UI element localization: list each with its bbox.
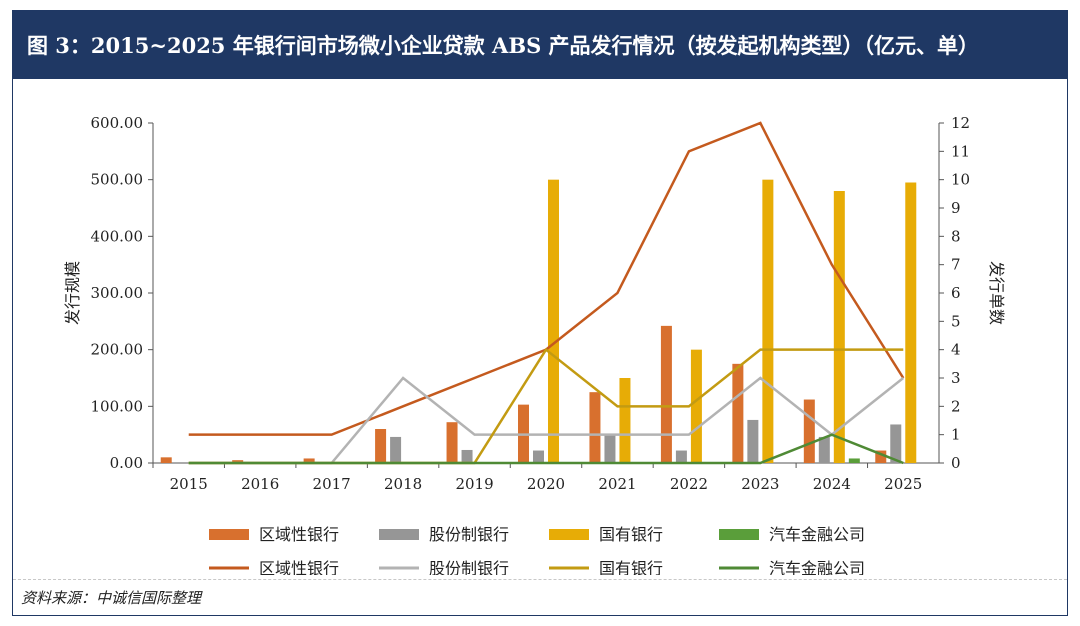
x-tick-label: 2017 xyxy=(313,475,351,493)
legend-swatch-bar xyxy=(549,529,589,540)
legend-label-line: 汽车金融公司 xyxy=(769,559,865,575)
legend-swatch-bar xyxy=(209,529,249,540)
y-tick-label: 600.00 xyxy=(91,114,144,132)
x-tick-label: 2024 xyxy=(813,475,851,493)
bar-国有银行 xyxy=(762,179,774,463)
x-tick-label: 2019 xyxy=(455,475,493,493)
bar-股份制银行 xyxy=(890,424,902,463)
bar-区域性银行 xyxy=(732,363,744,463)
bar-国有银行 xyxy=(833,191,845,463)
y2-tick-label: 4 xyxy=(951,341,961,359)
x-tick-label: 2016 xyxy=(241,475,279,493)
y-tick-label: 0.00 xyxy=(110,454,143,472)
legend-label-line: 股份制银行 xyxy=(429,559,509,575)
y-tick-label: 300.00 xyxy=(91,284,144,302)
y-tick-label: 400.00 xyxy=(91,227,144,245)
bar-区域性银行 xyxy=(446,422,458,463)
y-tick-label: 500.00 xyxy=(91,171,144,189)
bar-股份制银行 xyxy=(675,450,687,463)
y2-axis-title: 发行单数 xyxy=(987,261,1006,325)
legend-label-bar: 汽车金融公司 xyxy=(769,525,865,544)
y2-tick-label: 9 xyxy=(951,199,961,217)
y2-tick-label: 8 xyxy=(951,227,961,245)
bar-区域性银行 xyxy=(375,429,387,463)
y2-tick-label: 5 xyxy=(951,312,961,330)
y2-tick-label: 3 xyxy=(951,369,961,387)
bar-股份制银行 xyxy=(747,419,759,463)
y2-tick-label: 12 xyxy=(951,114,970,132)
bar-国有银行 xyxy=(619,378,631,463)
x-tick-label: 2021 xyxy=(598,475,636,493)
chart-frame: 图 3：2015~2025 年银行间市场微小企业贷款 ABS 产品发行情况（按发… xyxy=(12,10,1068,616)
x-tick-label: 2020 xyxy=(527,475,565,493)
x-tick-label: 2025 xyxy=(884,475,922,493)
bar-股份制银行 xyxy=(533,450,544,463)
y-tick-label: 200.00 xyxy=(91,341,144,359)
source-note: 资料来源：中诚信国际整理 xyxy=(21,589,202,607)
y2-tick-label: 0 xyxy=(951,454,961,472)
line-汽车金融公司 xyxy=(188,433,904,465)
y2-tick-label: 6 xyxy=(951,284,961,302)
bar-区域性银行 xyxy=(232,460,244,463)
chart-canvas: 0.00 100.00 200.00 300.00 400.00 500.00 600.00… xyxy=(63,114,1006,575)
legend-swatch-bar xyxy=(719,529,759,540)
bar-区域性银行 xyxy=(303,458,315,463)
bar-股份制银行 xyxy=(604,433,616,463)
bar-汽车金融公司 xyxy=(848,458,860,463)
source-divider xyxy=(13,579,1067,580)
legend-label-bar: 国有银行 xyxy=(599,525,663,544)
x-tick-label: 2018 xyxy=(384,475,422,493)
bar-区域性银行 xyxy=(589,392,601,463)
bar-区域性银行 xyxy=(875,450,887,463)
legend-label-line: 区域性银行 xyxy=(259,559,339,575)
bar-国有银行 xyxy=(548,179,559,463)
legend-swatch-bar xyxy=(379,529,419,540)
y2-tick-label: 7 xyxy=(951,256,961,274)
chart-title: 图 3：2015~2025 年银行间市场微小企业贷款 ABS 产品发行情况（按发… xyxy=(13,11,1067,79)
line-股份制银行 xyxy=(188,376,905,465)
bar-股份制银行 xyxy=(818,436,830,463)
legend-label-bar: 区域性银行 xyxy=(259,525,339,544)
y-tick-label: 100.00 xyxy=(91,397,144,415)
y2-tick-label: 10 xyxy=(951,171,970,189)
bar-股份制银行 xyxy=(390,436,402,463)
bar-股份制银行 xyxy=(461,449,473,463)
line-区域性银行 xyxy=(188,121,905,436)
y2-tick-label: 2 xyxy=(951,397,961,415)
x-tick-label: 2015 xyxy=(170,475,208,493)
bar-国有银行 xyxy=(905,182,917,463)
bar-区域性银行 xyxy=(803,399,815,463)
y-axis-title: 发行规模 xyxy=(63,261,82,325)
y2-tick-label: 1 xyxy=(951,426,961,444)
y2-tick-label: 11 xyxy=(951,142,970,160)
bar-区域性银行 xyxy=(660,325,672,463)
bar-国有银行 xyxy=(690,349,702,463)
bar-区域性银行 xyxy=(160,457,172,463)
legend-label-line: 国有银行 xyxy=(599,559,663,575)
x-tick-label: 2023 xyxy=(741,475,779,493)
legend-label-bar: 股份制银行 xyxy=(429,525,509,544)
x-tick-label: 2022 xyxy=(670,475,708,493)
